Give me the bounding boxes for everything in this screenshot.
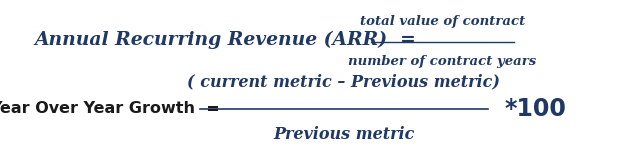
Text: Previous metric: Previous metric <box>273 126 415 143</box>
Text: ( current metric – Previous metric): ( current metric – Previous metric) <box>188 73 500 90</box>
Text: number of contract years: number of contract years <box>348 55 536 68</box>
Text: Annual Recurring Revenue (ARR)  =: Annual Recurring Revenue (ARR) = <box>34 31 416 49</box>
Text: *100: *100 <box>505 97 567 121</box>
Text: total value of contract: total value of contract <box>359 15 525 28</box>
Text: Year Over Year Growth  =: Year Over Year Growth = <box>0 101 219 116</box>
